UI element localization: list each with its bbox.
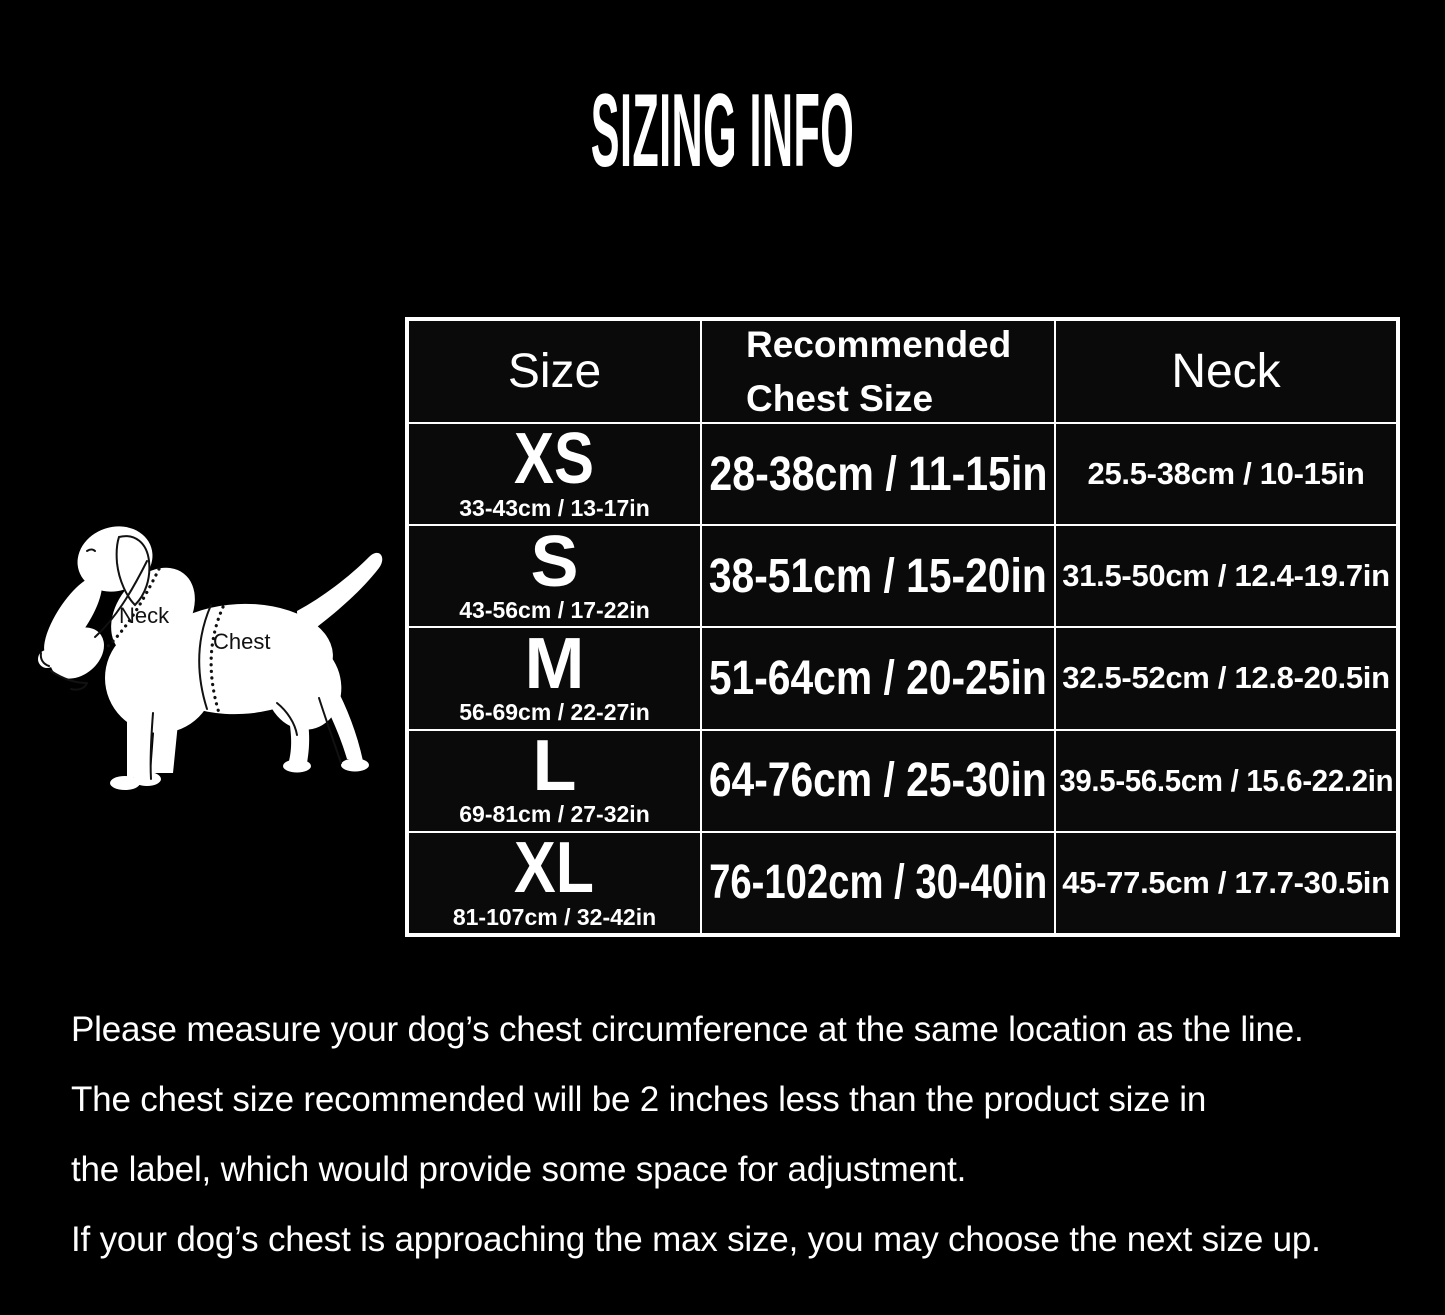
dog-ear — [115, 535, 151, 607]
size-range: 81-107cm / 32-42in — [452, 903, 657, 930]
header-chest-label: Recommended Chest Size — [746, 323, 1012, 419]
size-cell: S 43-56cm / 17-22in — [408, 525, 701, 628]
neck-value: 31.5-50cm / 12.4-19.7in — [1062, 558, 1390, 594]
size-table: Size Recommended Chest Size Neck XS 33-4… — [405, 317, 1400, 937]
chest-value: 51-64cm / 20-25in — [709, 651, 1047, 705]
dog-illustration: Neck Chest — [38, 526, 383, 790]
size-cell: XL 81-107cm / 32-42in — [408, 831, 701, 934]
dog-tail — [297, 552, 383, 630]
header-cell-neck: Neck — [1055, 320, 1397, 423]
front-leg-separation-line — [149, 712, 154, 780]
size-range: 69-81cm / 27-32in — [459, 801, 650, 828]
chest-measure-label: Chest — [213, 629, 270, 654]
neck-value-cell: 39.5-56.5cm / 15.6-22.2in — [1055, 729, 1397, 832]
hind-leg-separation-line — [318, 697, 342, 764]
size-value: L — [532, 729, 577, 807]
size-cell: XS 33-43cm / 13-17in — [408, 423, 701, 526]
chest-value: 28-38cm / 11-15in — [708, 447, 1048, 501]
dog-nose — [39, 652, 50, 667]
chest-girth-line — [198, 604, 212, 710]
size-value: XS — [514, 423, 595, 500]
note-line: Please measure your dog’s chest circumfe… — [71, 1010, 1304, 1049]
chest-value: 76-102cm / 30-40in — [708, 856, 1048, 910]
chest-value-cell: 76-102cm / 30-40in — [701, 831, 1055, 934]
page-title: SIZING INFO — [590, 73, 855, 189]
chest-value-cell: 51-64cm / 20-25in — [701, 627, 1055, 730]
neck-value-cell: 31.5-50cm / 12.4-19.7in — [1055, 525, 1397, 628]
header-neck-label: Neck — [1171, 345, 1281, 398]
neck-value-cell: 32.5-52cm / 12.8-20.5in — [1055, 627, 1397, 730]
size-cell: L 69-81cm / 27-32in — [408, 729, 701, 832]
neck-value: 45-77.5cm / 17.7-30.5in — [1062, 864, 1390, 900]
chest-value: 64-76cm / 25-30in — [709, 754, 1047, 808]
size-value: XL — [514, 831, 595, 909]
size-cell: M 56-69cm / 22-27in — [408, 627, 701, 730]
neck-crease-line — [94, 560, 148, 638]
chest-value: 38-51cm / 15-20in — [709, 549, 1047, 603]
chest-value-cell: 64-76cm / 25-30in — [701, 729, 1055, 832]
neck-value: 32.5-52cm / 12.8-20.5in — [1062, 660, 1390, 696]
size-range: 33-43cm / 13-17in — [459, 494, 650, 521]
header-size-label: Size — [507, 345, 602, 398]
note-line: The chest size recommended will be 2 inc… — [71, 1080, 1207, 1119]
size-value: M — [524, 627, 585, 704]
size-range: 43-56cm / 17-22in — [459, 596, 650, 623]
neck-value-cell: 25.5-38cm / 10-15in — [1055, 423, 1397, 526]
chest-value-cell: 38-51cm / 15-20in — [701, 525, 1055, 628]
thigh-line — [276, 702, 298, 736]
neck-value: 39.5-56.5cm / 15.6-22.2in — [1059, 762, 1393, 798]
note-line: If your dog’s chest is approaching the m… — [71, 1220, 1321, 1259]
dog-mouth — [50, 670, 88, 691]
size-value: S — [530, 525, 579, 602]
header-cell-chest: Recommended Chest Size — [701, 320, 1055, 423]
chest-value-cell: 28-38cm / 11-15in — [701, 423, 1055, 526]
neck-value-cell: 45-77.5cm / 17.7-30.5in — [1055, 831, 1397, 934]
neck-measure-label: Neck — [119, 603, 170, 628]
note-line: the label, which would provide some spac… — [71, 1150, 967, 1189]
neck-value: 25.5-38cm / 10-15in — [1087, 456, 1365, 492]
chest-dotted-measure-line — [209, 605, 225, 715]
header-cell-size: Size — [408, 320, 701, 423]
sizing-notes: Please measure your dog’s chest circumfe… — [71, 995, 1411, 1275]
size-range: 56-69cm / 22-27in — [459, 699, 650, 726]
dog-silhouette — [38, 526, 383, 790]
dog-eye — [86, 548, 96, 552]
